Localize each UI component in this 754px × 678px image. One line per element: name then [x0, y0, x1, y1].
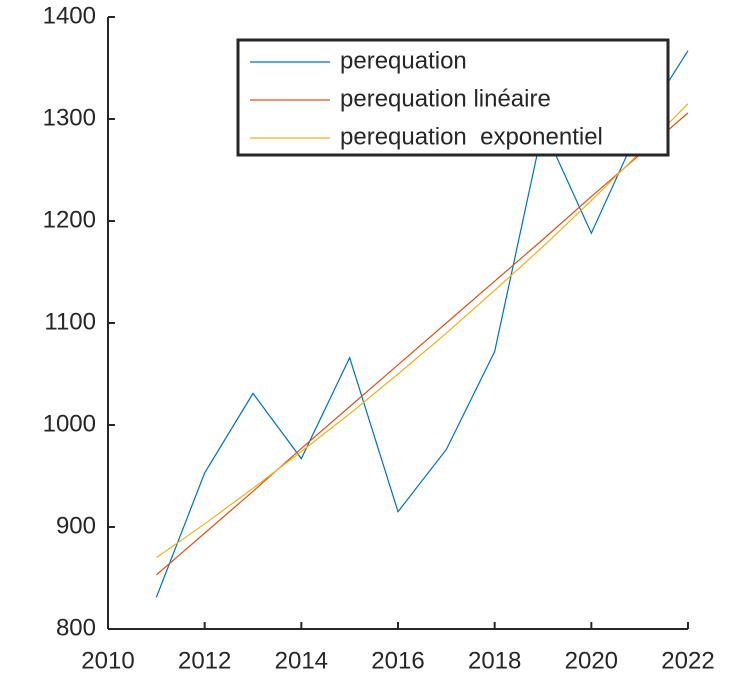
x-tick-label: 2016	[371, 647, 424, 674]
legend: perequation perequation linéaire perequati…	[236, 38, 670, 157]
x-tick-label: 2010	[81, 647, 134, 674]
x-tick-label: 2012	[178, 647, 231, 674]
series-line	[155, 112, 689, 576]
series-line	[155, 50, 689, 598]
y-tick-label: 1000	[43, 410, 96, 437]
y-tick-label: 900	[56, 512, 96, 539]
x-tick-label: 2018	[468, 647, 521, 674]
y-tick-label: 1400	[43, 2, 96, 29]
y-tick-label: 1200	[43, 206, 96, 233]
y-tick-label: 1100	[44, 308, 96, 335]
legend-label: perequation	[340, 47, 467, 74]
x-tick-label: 2022	[661, 647, 714, 674]
series-line	[155, 103, 689, 559]
y-tick-label: 800	[56, 614, 96, 641]
legend-box	[236, 38, 670, 157]
x-tick-label: 2020	[565, 647, 618, 674]
legend-label: perequation exponentiel	[340, 123, 603, 150]
legend-label: perequation linéaire	[340, 85, 551, 112]
y-tick-label: 1300	[43, 104, 96, 131]
x-tick-label: 2014	[275, 647, 328, 674]
